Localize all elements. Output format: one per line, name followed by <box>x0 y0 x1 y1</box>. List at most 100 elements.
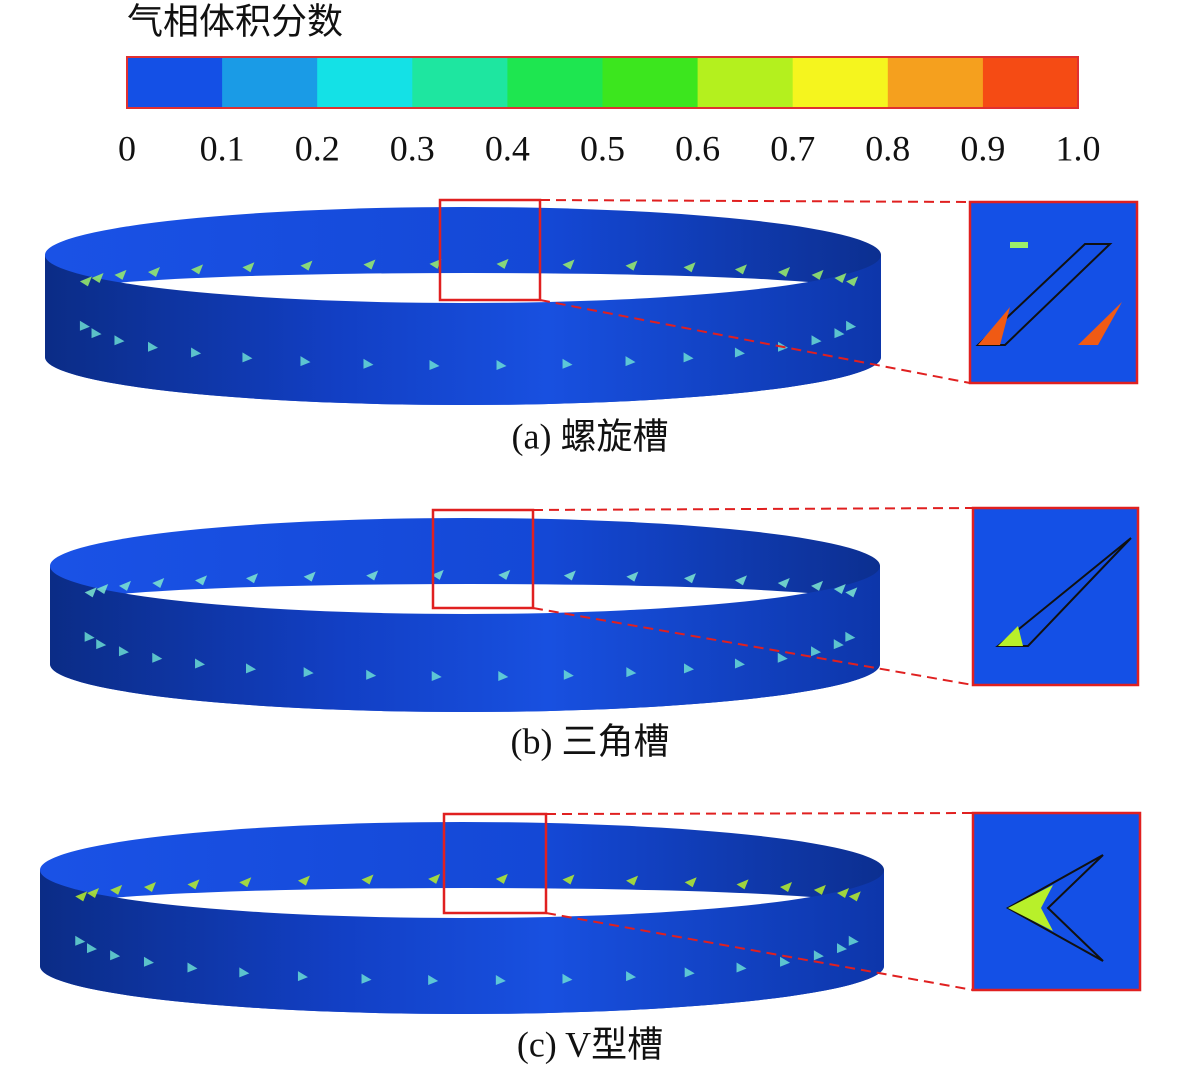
groove <box>191 264 204 275</box>
gas-region <box>978 307 1010 345</box>
panel: (b) 三角槽 <box>50 506 1140 761</box>
groove <box>834 273 847 284</box>
groove <box>562 874 575 885</box>
colorbar-tick-label: 0.8 <box>865 128 910 168</box>
groove <box>147 341 158 352</box>
gas-region <box>998 626 1023 646</box>
groove <box>562 259 575 270</box>
groove <box>96 639 107 650</box>
groove <box>300 356 311 367</box>
zoom-line <box>545 912 974 991</box>
groove <box>625 356 636 367</box>
groove <box>684 967 695 978</box>
groove <box>837 888 850 899</box>
groove <box>187 879 200 890</box>
groove <box>626 571 639 582</box>
groove <box>848 891 861 902</box>
groove <box>683 352 694 363</box>
panel-caption: (b) 三角槽 <box>511 721 670 761</box>
groove-detail <box>1005 854 1104 962</box>
groove <box>114 269 127 280</box>
groove <box>777 652 788 663</box>
colorbar-title: 气相体积分数 <box>127 1 343 41</box>
colorbar-segment <box>792 57 889 108</box>
gas-region <box>1078 302 1122 345</box>
colorbar-segment <box>507 57 603 108</box>
groove <box>562 973 573 984</box>
groove <box>143 956 154 967</box>
colorbar-tick-label: 0.7 <box>770 128 815 168</box>
colorbar-segment <box>982 57 1079 108</box>
groove <box>734 264 747 275</box>
groove <box>303 667 314 678</box>
groove <box>626 875 639 886</box>
colorbar-tick-label: 0.6 <box>675 128 720 168</box>
panel-caption: (c) V型槽 <box>517 1024 663 1064</box>
zoom-view <box>968 200 1139 385</box>
zoom-line <box>532 507 974 511</box>
groove <box>734 575 747 586</box>
groove <box>563 570 576 581</box>
groove <box>495 873 508 884</box>
groove <box>736 879 749 890</box>
groove <box>811 269 824 280</box>
panel-caption: (a) 螺旋槽 <box>512 416 669 456</box>
groove <box>86 888 99 899</box>
groove <box>498 671 509 682</box>
groove <box>848 935 859 946</box>
groove <box>361 874 374 885</box>
colorbar-segment <box>317 57 413 108</box>
ring-front-wall <box>50 566 880 712</box>
groove <box>246 663 257 674</box>
panel: (a) 螺旋槽 <box>45 198 1139 456</box>
groove <box>626 667 637 678</box>
groove <box>626 971 637 982</box>
groove <box>191 347 202 358</box>
groove <box>110 950 121 961</box>
groove <box>429 360 440 371</box>
groove <box>75 935 86 946</box>
colorbar-tick-label: 0.1 <box>200 128 245 168</box>
groove <box>152 652 163 663</box>
zoom-line <box>539 299 971 384</box>
groove <box>431 569 444 580</box>
groove <box>428 873 441 884</box>
colorbar: 0 0.1 0.2 0.3 0.4 0.5 0.6 0.7 0.8 0.9 1.0 <box>118 56 1101 168</box>
panel: (c) V型槽 <box>40 811 1142 1064</box>
zoom-line <box>532 607 974 686</box>
colorbar-tick-label: 0.3 <box>390 128 435 168</box>
groove <box>780 881 793 892</box>
groove <box>91 273 104 284</box>
groove <box>84 587 97 598</box>
panels: (a) 螺旋槽 (b) 三角槽 (c) V型槽 <box>40 198 1142 1064</box>
groove <box>498 569 511 580</box>
groove <box>239 967 250 978</box>
ring-front-wall <box>40 870 884 1014</box>
groove <box>361 973 372 984</box>
highlight-box <box>442 812 548 915</box>
colorbar-tick-label: 0.2 <box>295 128 340 168</box>
groove <box>780 956 791 967</box>
groove <box>563 669 574 680</box>
colorbar-segment <box>602 57 699 108</box>
groove <box>777 577 790 588</box>
groove <box>562 358 573 369</box>
groove <box>813 884 826 895</box>
groove <box>84 631 95 642</box>
groove <box>242 352 253 363</box>
colorbar-tick-label: 0.4 <box>485 128 530 168</box>
groove <box>118 580 131 591</box>
groove <box>684 877 697 888</box>
groove <box>845 587 858 598</box>
groove <box>811 580 824 591</box>
groove <box>495 975 506 986</box>
groove <box>79 320 90 331</box>
groove <box>118 646 129 657</box>
groove <box>110 884 123 895</box>
groove <box>239 877 252 888</box>
groove <box>246 573 259 584</box>
groove <box>683 573 696 584</box>
groove <box>734 347 745 358</box>
colorbar-segment <box>222 57 318 108</box>
